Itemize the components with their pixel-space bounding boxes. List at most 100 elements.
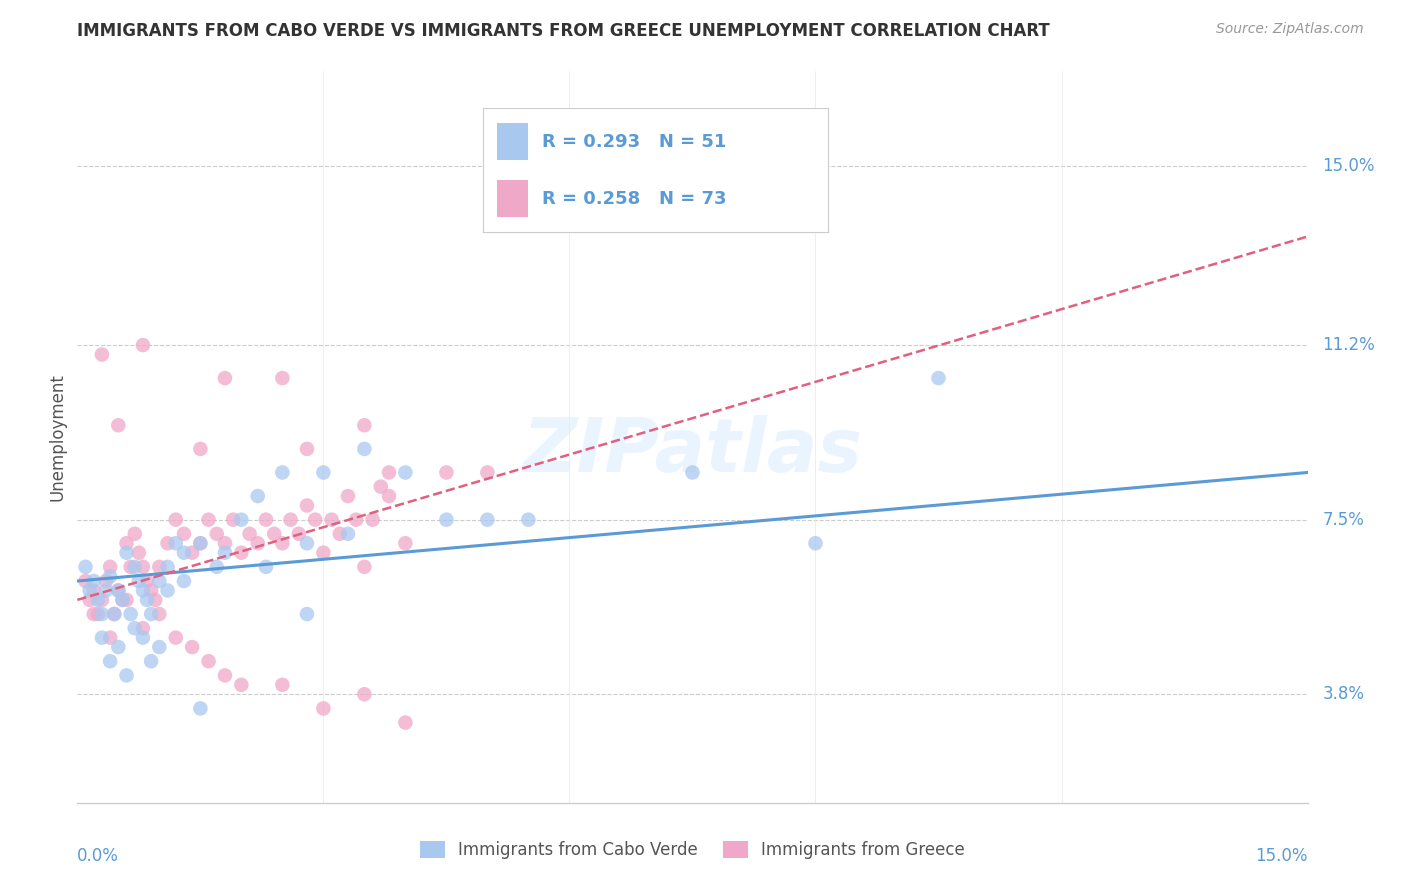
Point xyxy=(148,640,170,654)
Point xyxy=(148,574,170,588)
Point xyxy=(136,574,159,588)
Point xyxy=(79,593,101,607)
Point xyxy=(128,546,150,560)
Point xyxy=(103,607,125,621)
Point xyxy=(173,574,195,588)
Point xyxy=(214,668,236,682)
Point xyxy=(197,513,219,527)
Y-axis label: Unemployment: Unemployment xyxy=(48,373,66,501)
Point xyxy=(83,583,105,598)
Point xyxy=(120,607,142,621)
Point xyxy=(353,418,375,433)
Point xyxy=(132,583,155,598)
Point xyxy=(143,593,166,607)
Point xyxy=(173,526,195,541)
Point xyxy=(312,466,335,480)
Point xyxy=(120,559,142,574)
Point xyxy=(75,559,97,574)
Point xyxy=(188,536,212,550)
Point xyxy=(87,593,110,607)
Point xyxy=(103,607,125,621)
Point xyxy=(188,536,212,550)
Point xyxy=(136,593,159,607)
Text: Source: ZipAtlas.com: Source: ZipAtlas.com xyxy=(1216,22,1364,37)
Point xyxy=(98,569,121,583)
Point xyxy=(254,513,277,527)
Point xyxy=(115,546,138,560)
Point xyxy=(214,546,236,560)
Text: ZIPatlas: ZIPatlas xyxy=(523,415,862,488)
Point xyxy=(197,654,219,668)
Point xyxy=(295,536,318,550)
Point xyxy=(353,442,375,456)
Point xyxy=(111,593,134,607)
Text: 11.2%: 11.2% xyxy=(1323,336,1375,354)
Text: 15.0%: 15.0% xyxy=(1323,157,1375,175)
Point xyxy=(378,466,401,480)
Point xyxy=(214,371,236,385)
Point xyxy=(148,607,170,621)
Point xyxy=(436,466,458,480)
Point xyxy=(205,526,228,541)
Point xyxy=(124,559,146,574)
Point xyxy=(188,701,212,715)
Point xyxy=(188,442,212,456)
Point xyxy=(205,559,228,574)
Point xyxy=(295,499,318,513)
Point xyxy=(271,678,294,692)
Point xyxy=(246,536,269,550)
Point xyxy=(128,574,150,588)
Point xyxy=(107,418,129,433)
Point xyxy=(231,678,253,692)
Text: 15.0%: 15.0% xyxy=(1256,847,1308,864)
Point xyxy=(107,640,129,654)
Point xyxy=(254,559,277,574)
Point xyxy=(271,536,294,550)
Point xyxy=(107,583,129,598)
Point xyxy=(353,687,375,701)
Point xyxy=(83,607,105,621)
Point xyxy=(246,489,269,503)
Point xyxy=(115,668,138,682)
Point xyxy=(111,593,134,607)
Text: 0.0%: 0.0% xyxy=(77,847,120,864)
Point xyxy=(361,513,384,527)
Point xyxy=(928,371,950,385)
Point xyxy=(165,631,187,645)
Point xyxy=(173,546,195,560)
Point xyxy=(90,631,114,645)
Point xyxy=(83,574,105,588)
Point xyxy=(90,347,114,361)
Point xyxy=(156,559,179,574)
Point xyxy=(124,621,146,635)
Point xyxy=(141,654,163,668)
Point xyxy=(94,583,117,598)
Point xyxy=(394,536,416,550)
Point xyxy=(312,546,335,560)
Point xyxy=(181,640,204,654)
Point xyxy=(329,526,352,541)
Point xyxy=(312,701,335,715)
Point xyxy=(148,559,170,574)
Point xyxy=(378,489,401,503)
Text: IMMIGRANTS FROM CABO VERDE VS IMMIGRANTS FROM GREECE UNEMPLOYMENT CORRELATION CH: IMMIGRANTS FROM CABO VERDE VS IMMIGRANTS… xyxy=(77,22,1050,40)
Point xyxy=(141,607,163,621)
Point xyxy=(370,480,392,494)
Point xyxy=(107,583,129,598)
Point xyxy=(239,526,262,541)
Point xyxy=(337,526,360,541)
Point xyxy=(353,559,375,574)
Point xyxy=(79,583,101,598)
Legend: Immigrants from Cabo Verde, Immigrants from Greece: Immigrants from Cabo Verde, Immigrants f… xyxy=(412,833,973,868)
Point xyxy=(517,513,540,527)
Point xyxy=(165,513,187,527)
Point xyxy=(124,526,146,541)
Point xyxy=(90,593,114,607)
Point xyxy=(436,513,458,527)
Point xyxy=(337,489,360,503)
Text: 7.5%: 7.5% xyxy=(1323,510,1364,529)
Point xyxy=(165,536,187,550)
Point xyxy=(263,526,285,541)
Point xyxy=(477,466,499,480)
Point xyxy=(304,513,326,527)
